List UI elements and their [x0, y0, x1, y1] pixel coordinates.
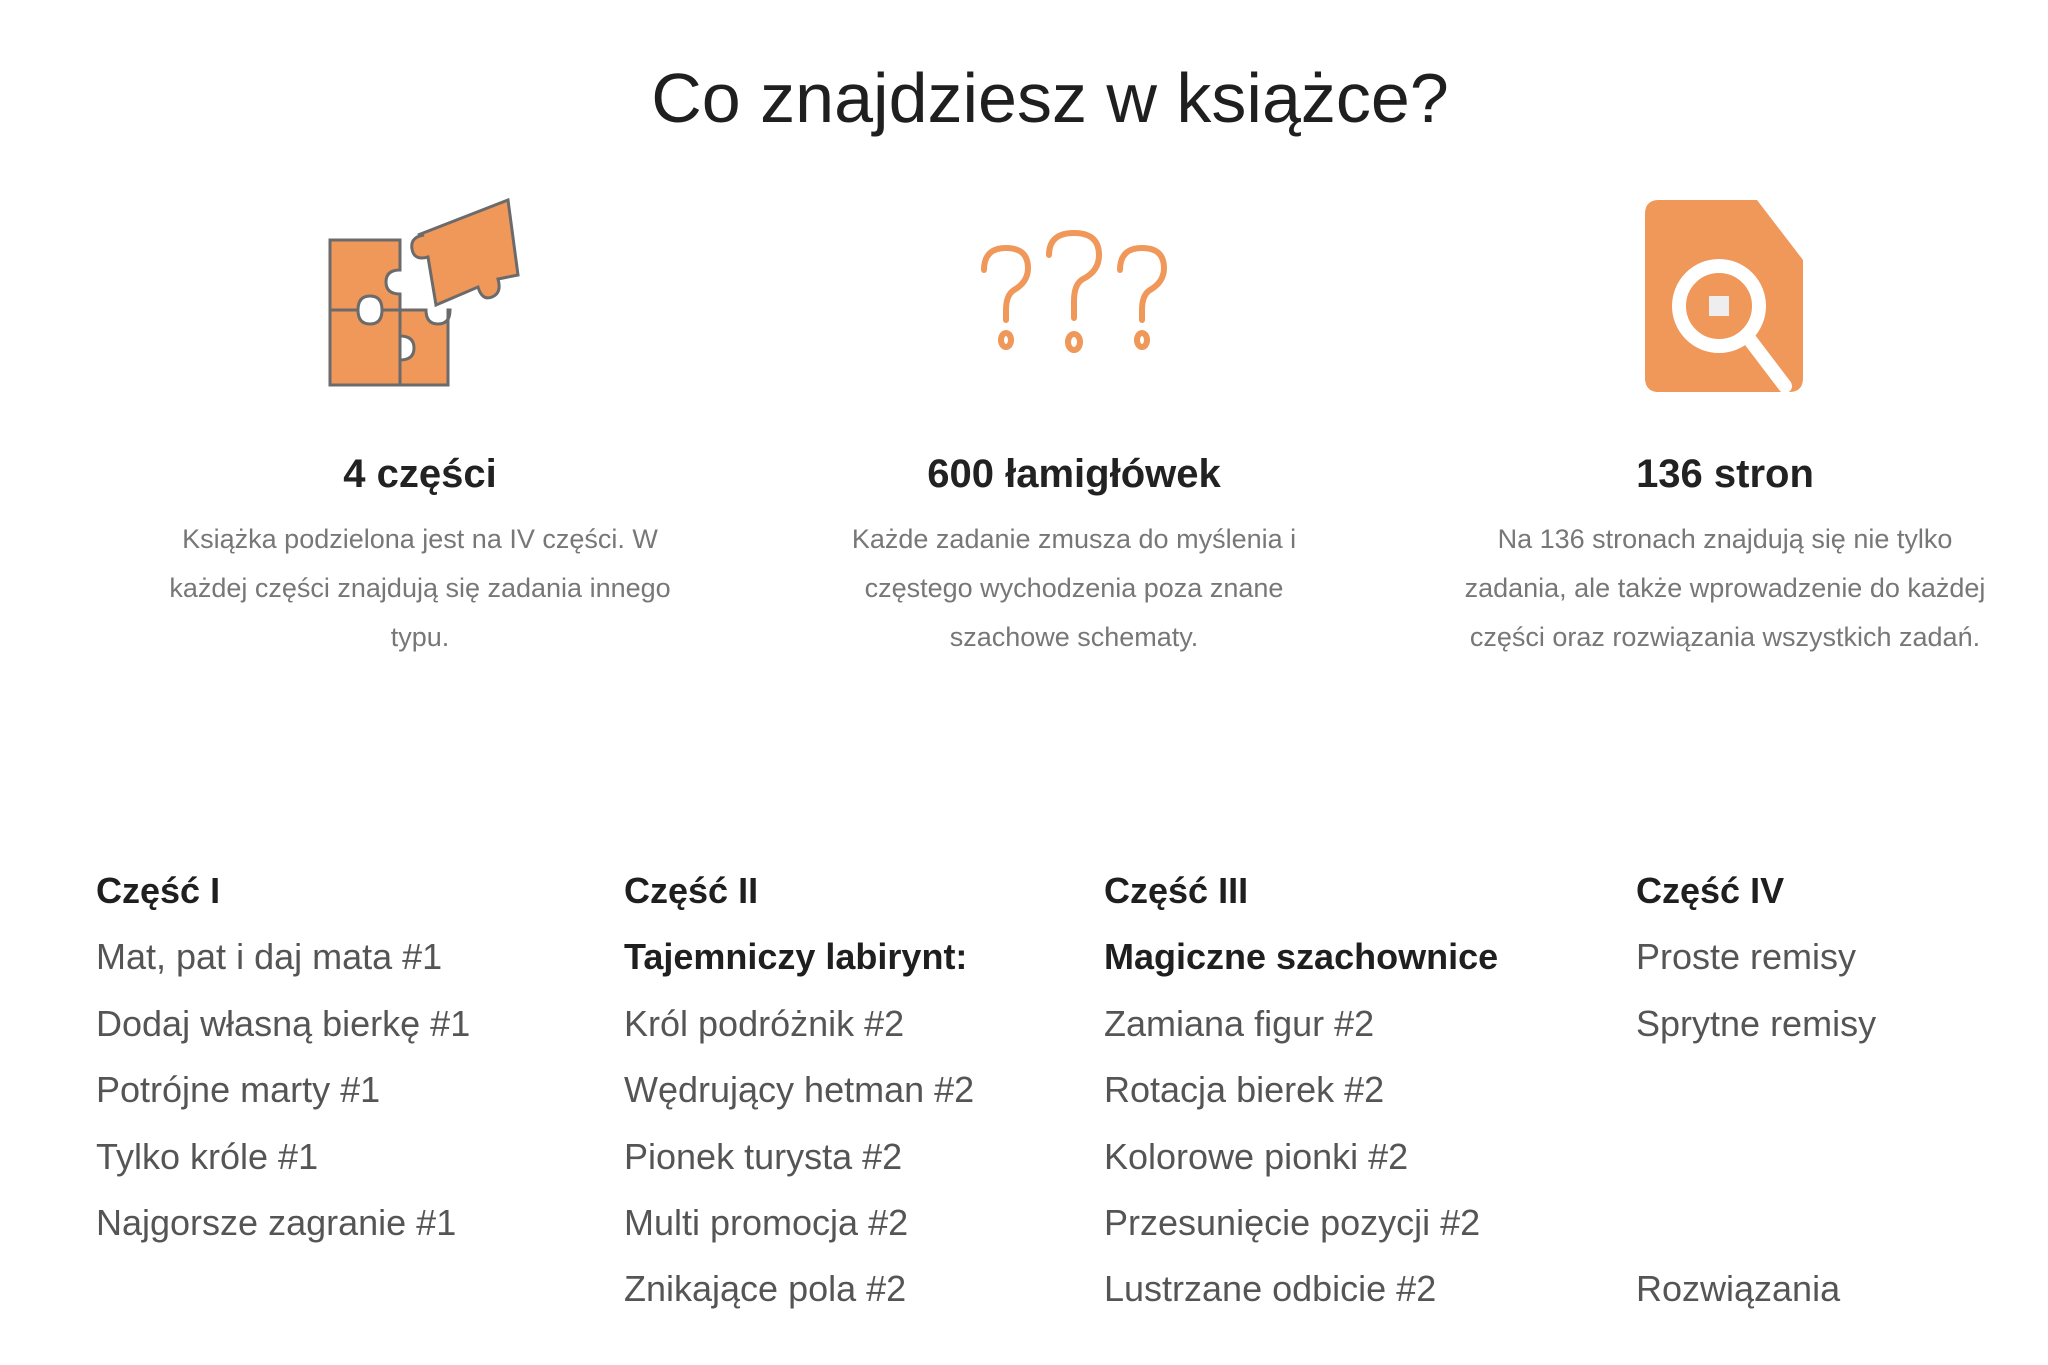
list-item: Kolorowe pionki #2: [1104, 1135, 1409, 1177]
list-item: Rotacja bierek #2: [1104, 1069, 1385, 1111]
list-item: Najgorsze zagranie #1: [96, 1201, 457, 1243]
list-item: Znikające pola #2: [624, 1268, 907, 1310]
list-item: Multi promocja #2: [624, 1201, 909, 1243]
list-item: Sprytne remisy: [1636, 1002, 1877, 1044]
list-item: Tylko króle #1: [96, 1135, 319, 1177]
part-2-column: Część II Tajemniczy labirynt: Król podró…: [624, 866, 974, 1331]
list-item: Pionek turysta #2: [624, 1135, 903, 1177]
page-title: Co znajdziesz w książce?: [651, 59, 1449, 137]
list-item: Wędrujący hetman #2: [624, 1069, 975, 1111]
question-marks-icon: [794, 190, 1354, 400]
part-subheading: Tajemniczy labirynt:: [624, 936, 968, 978]
feature-parts: 4 części Książka podzielona jest na IV c…: [140, 190, 700, 662]
part-1-column: Część I Mat, pat i daj mata #1 Dodaj wła…: [96, 866, 470, 1264]
part-subheading: Magiczne szachownice: [1104, 936, 1499, 978]
list-item: Rozwiązania: [1636, 1268, 1841, 1310]
document-search-icon: [1445, 190, 2005, 400]
feature-text: Każde zadanie zmusza do myślenia i częst…: [851, 524, 1297, 652]
part-heading: Część IV: [1636, 870, 1785, 911]
list-item: Potrójne marty #1: [96, 1069, 381, 1111]
list-item: [1636, 1198, 1876, 1264]
list-item: [1636, 1132, 1876, 1198]
feature-heading: 4 części: [343, 452, 497, 496]
list-item: Lustrzane odbicie #2: [1104, 1268, 1437, 1310]
part-heading: Część III: [1104, 870, 1249, 911]
list-item: [1636, 1065, 1876, 1131]
part-heading: Część I: [96, 870, 221, 911]
feature-heading: 600 łamigłówek: [927, 452, 1221, 496]
feature-pages: 136 stron Na 136 stronach znajdują się n…: [1445, 190, 2005, 662]
list-item: Zamiana figur #2: [1104, 1002, 1375, 1044]
part-4-column: Część IV Proste remisy Sprytne remisy Ro…: [1636, 866, 1876, 1331]
list-item: Przesunięcie pozycji #2: [1104, 1201, 1481, 1243]
part-heading: Część II: [624, 870, 759, 911]
feature-puzzles: 600 łamigłówek Każde zadanie zmusza do m…: [794, 190, 1354, 662]
feature-heading: 136 stron: [1636, 452, 1814, 496]
list-item: Król podróżnik #2: [624, 1002, 905, 1044]
feature-text: Książka podzielona jest na IV części. W …: [169, 524, 671, 652]
list-item: Proste remisy: [1636, 936, 1857, 978]
list-item: Dodaj własną bierkę #1: [96, 1002, 471, 1044]
feature-text: Na 136 stronach znajdują się nie tylko z…: [1464, 524, 1986, 652]
part-3-column: Część III Magiczne szachownice Zamiana f…: [1104, 866, 1498, 1331]
puzzle-icon: [140, 190, 700, 400]
list-item: Mat, pat i daj mata #1: [96, 936, 443, 978]
